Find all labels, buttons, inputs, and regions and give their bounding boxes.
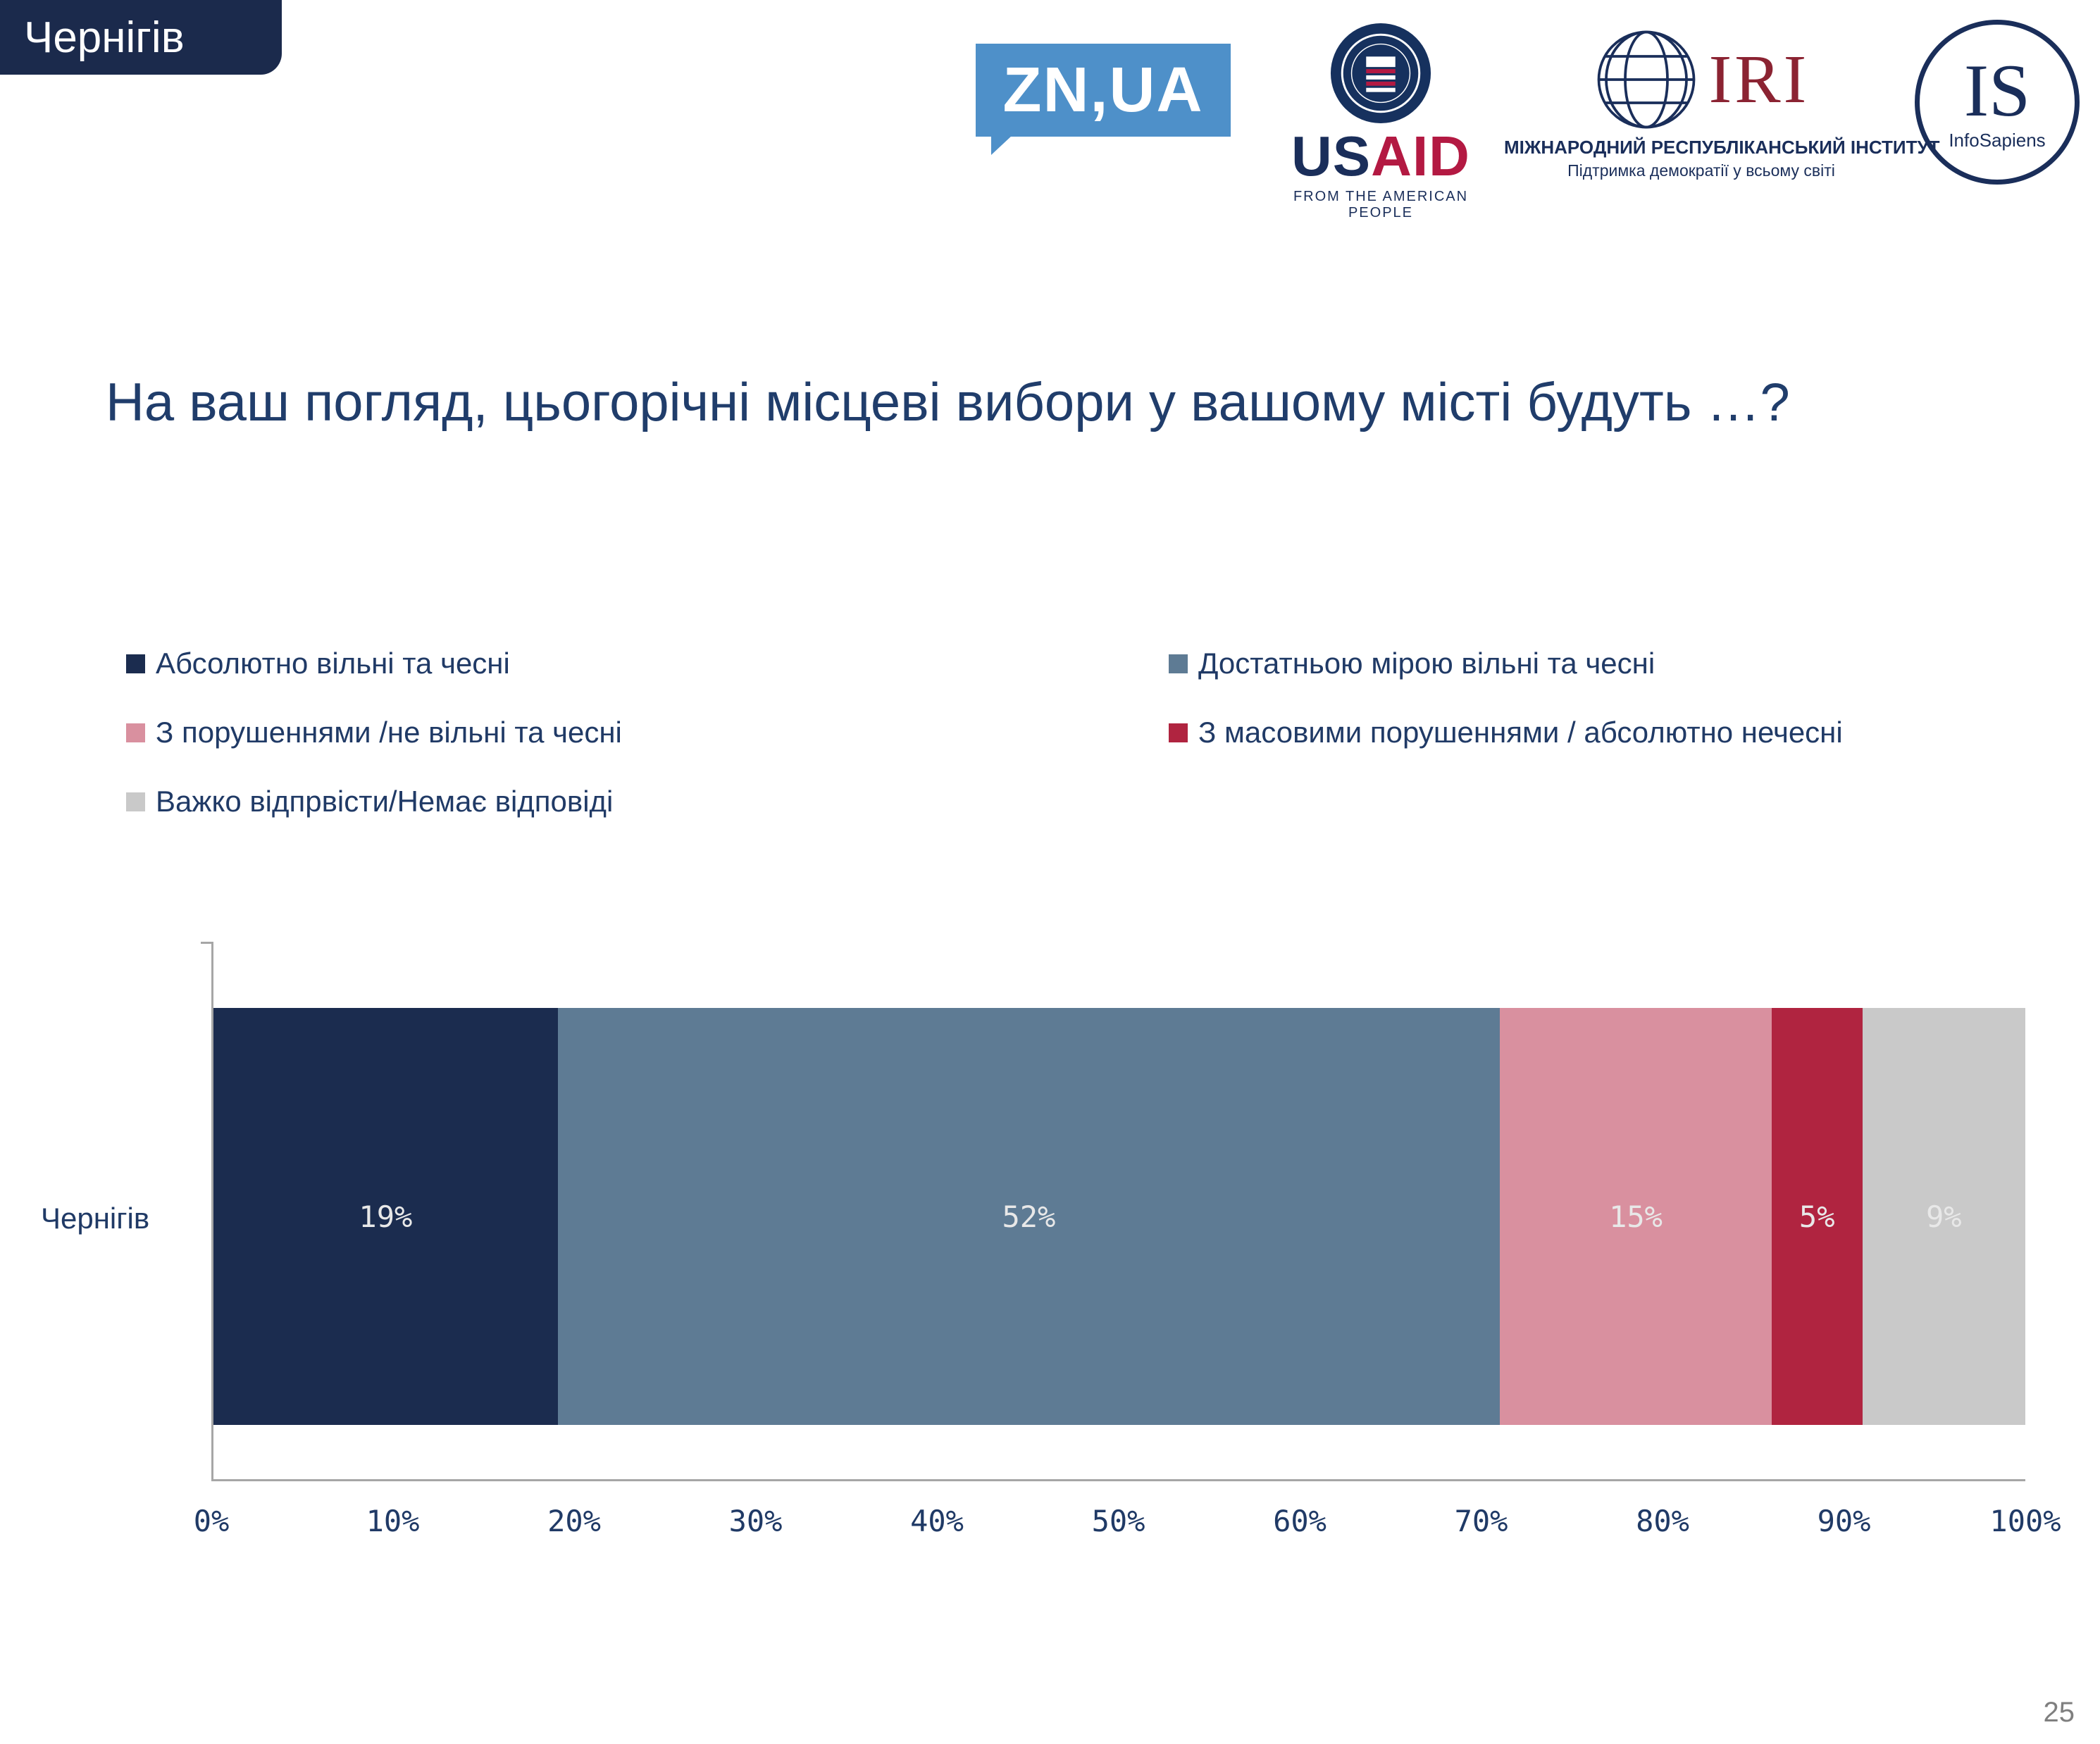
legend-label: З порушеннями /не вільні та чесні: [156, 716, 622, 749]
infosapiens-abbr: IS: [1963, 49, 2031, 132]
question-title: На ваш погляд, цьогорічні місцеві вибори…: [106, 373, 1790, 432]
bar-segment: 19%: [213, 1008, 558, 1425]
x-tick-label: 70%: [1454, 1504, 1508, 1538]
stacked-bar: 19% 52% 15% 5% 9%: [213, 1008, 2025, 1425]
x-tick-label: 50%: [1091, 1504, 1145, 1538]
iri-globe-icon: [1597, 30, 1696, 129]
usaid-seal-icon: [1330, 23, 1431, 124]
y-axis-top-tick: [201, 942, 213, 944]
region-tab: Чернігів: [0, 0, 282, 75]
iri-logo: IRI МІЖНАРОДНИЙ РЕСПУБЛІКАНСЬКИЙ ІНСТИТУ…: [1504, 27, 1940, 180]
chart: 19% 52% 15% 5% 9%: [201, 942, 2025, 1481]
legend-swatch: [1169, 654, 1188, 673]
znua-logo-label: ZN,UA: [1002, 54, 1204, 125]
bar-value-label: 19%: [359, 1199, 413, 1234]
bar-segment: 5%: [1771, 1008, 1863, 1425]
x-tick-label: 40%: [910, 1504, 964, 1538]
region-tab-label: Чернігів: [24, 13, 185, 62]
legend: Абсолютно вільні та чесні Достатньою міро…: [126, 647, 1986, 818]
legend-swatch: [126, 654, 145, 673]
bar-value-label: 5%: [1798, 1199, 1835, 1234]
bar-value-label: 52%: [1002, 1199, 1056, 1234]
x-tick-label: 10%: [366, 1504, 420, 1538]
x-tick-label: 0%: [193, 1504, 230, 1538]
page-number: 25: [2043, 1697, 2075, 1728]
bar-segment: 9%: [1862, 1008, 2025, 1425]
bar-segment: 52%: [557, 1008, 1501, 1425]
x-axis-ticks: 0% 10% 20% 30% 40% 50% 60% 70% 80% 90% 100%: [194, 1504, 2061, 1546]
x-tick-label: 60%: [1273, 1504, 1327, 1538]
legend-item: З масовими порушеннями / абсолютно нечес…: [1169, 716, 1986, 749]
legend-item: Абсолютно вільні та чесні: [126, 647, 1169, 680]
bar-value-label: 15%: [1609, 1199, 1663, 1234]
legend-item: Важко відпрвісти/Немає відповіді: [126, 785, 1169, 818]
infosapiens-name: InfoSapiens: [1949, 129, 2046, 151]
legend-item: З порушеннями /не вільні та чесні: [126, 716, 1169, 749]
usaid-wordmark: USAID: [1275, 128, 1486, 185]
category-label: Чернігів: [41, 1202, 150, 1235]
iri-tagline: Підтримка демократії у всьому світі: [1567, 161, 1835, 180]
legend-swatch: [1169, 723, 1188, 742]
bar-segment: 15%: [1500, 1008, 1772, 1425]
usaid-tagline: FROM THE AMERICAN PEOPLE: [1293, 189, 1469, 220]
legend-label: Абсолютно вільні та чесні: [156, 647, 510, 680]
x-tick-label: 80%: [1636, 1504, 1689, 1538]
iri-name-line: МІЖНАРОДНИЙ РЕСПУБЛІКАНСЬКИЙ ІНСТИТУТ: [1504, 137, 1940, 158]
x-tick-label: 30%: [728, 1504, 783, 1538]
legend-swatch: [126, 792, 145, 811]
x-tick-label: 100%: [1989, 1504, 2061, 1538]
legend-label: Достатньою мірою вільні та чесні: [1198, 647, 1655, 680]
infosapiens-logo: IS InfoSapiens: [1915, 20, 2080, 185]
znua-logo: ZN,UA: [976, 44, 1231, 155]
bar-value-label: 9%: [1925, 1199, 1962, 1234]
usaid-wordmark-aid: AID: [1371, 125, 1470, 187]
legend-swatch: [126, 723, 145, 742]
legend-label: З масовими порушеннями / абсолютно нечес…: [1198, 716, 1843, 749]
usaid-wordmark-us: US: [1291, 125, 1372, 187]
legend-item: Достатньою мірою вільні та чесні: [1169, 647, 1986, 680]
usaid-logo: USAID FROM THE AMERICAN PEOPLE: [1275, 21, 1486, 221]
x-tick-label: 90%: [1817, 1504, 1871, 1538]
legend-label: Важко відпрвісти/Немає відповіді: [156, 785, 614, 818]
x-tick-label: 20%: [547, 1504, 601, 1538]
iri-abbr: IRI: [1708, 42, 1810, 118]
